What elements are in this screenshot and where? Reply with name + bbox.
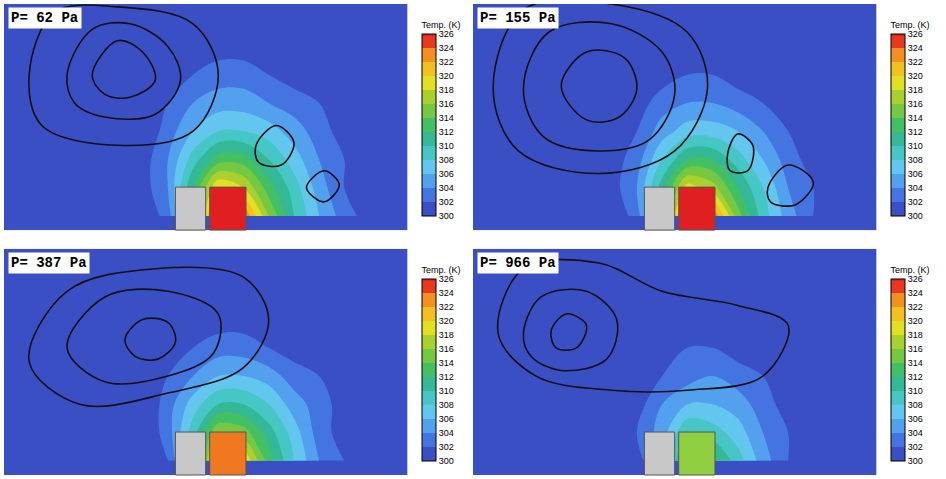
- svg-text:320: 320: [908, 316, 923, 326]
- svg-text:310: 310: [439, 141, 454, 151]
- svg-text:322: 322: [439, 302, 454, 312]
- svg-text:304: 304: [908, 183, 923, 193]
- svg-text:326: 326: [908, 29, 923, 39]
- svg-text:Temp. (K): Temp. (K): [422, 265, 461, 275]
- svg-text:P= 966 Pa: P= 966 Pa: [480, 255, 556, 271]
- svg-text:Temp. (K): Temp. (K): [891, 265, 930, 275]
- svg-text:318: 318: [439, 85, 454, 95]
- svg-text:320: 320: [439, 316, 454, 326]
- svg-text:300: 300: [908, 456, 923, 466]
- svg-text:318: 318: [908, 330, 923, 340]
- svg-text:310: 310: [439, 386, 454, 396]
- svg-text:304: 304: [439, 183, 454, 193]
- svg-text:324: 324: [908, 43, 923, 53]
- svg-text:316: 316: [439, 99, 454, 109]
- svg-text:322: 322: [908, 302, 923, 312]
- svg-text:318: 318: [439, 330, 454, 340]
- svg-text:P= 387 Pa: P= 387 Pa: [11, 255, 87, 271]
- svg-text:306: 306: [439, 169, 454, 179]
- svg-text:304: 304: [439, 428, 454, 438]
- svg-text:314: 314: [439, 358, 454, 368]
- svg-text:314: 314: [439, 113, 454, 123]
- svg-text:300: 300: [439, 456, 454, 466]
- svg-text:300: 300: [908, 211, 923, 221]
- svg-text:312: 312: [439, 127, 454, 137]
- svg-text:314: 314: [908, 113, 923, 123]
- svg-text:312: 312: [439, 372, 454, 382]
- svg-text:310: 310: [908, 386, 923, 396]
- svg-text:324: 324: [439, 288, 454, 298]
- svg-text:P= 155 Pa: P= 155 Pa: [480, 10, 556, 26]
- svg-text:318: 318: [908, 85, 923, 95]
- svg-text:326: 326: [439, 29, 454, 39]
- svg-text:Temp. (K): Temp. (K): [422, 20, 461, 30]
- svg-text:324: 324: [908, 288, 923, 298]
- svg-text:302: 302: [908, 197, 923, 207]
- svg-text:302: 302: [439, 442, 454, 452]
- svg-text:308: 308: [908, 155, 923, 165]
- svg-text:308: 308: [439, 400, 454, 410]
- svg-text:324: 324: [439, 43, 454, 53]
- svg-text:316: 316: [439, 344, 454, 354]
- svg-text:306: 306: [439, 414, 454, 424]
- svg-text:310: 310: [908, 141, 923, 151]
- svg-text:316: 316: [908, 344, 923, 354]
- svg-text:326: 326: [439, 274, 454, 284]
- svg-text:326: 326: [908, 274, 923, 284]
- svg-text:312: 312: [908, 372, 923, 382]
- svg-text:P= 62 Pa: P= 62 Pa: [11, 10, 79, 26]
- svg-text:322: 322: [439, 57, 454, 67]
- svg-text:304: 304: [908, 428, 923, 438]
- svg-text:308: 308: [908, 400, 923, 410]
- svg-text:312: 312: [908, 127, 923, 137]
- svg-text:302: 302: [908, 442, 923, 452]
- svg-text:320: 320: [439, 71, 454, 81]
- svg-text:320: 320: [908, 71, 923, 81]
- svg-text:322: 322: [908, 57, 923, 67]
- svg-text:302: 302: [439, 197, 454, 207]
- svg-text:316: 316: [908, 99, 923, 109]
- svg-text:300: 300: [439, 211, 454, 221]
- svg-text:308: 308: [439, 155, 454, 165]
- svg-text:306: 306: [908, 414, 923, 424]
- svg-text:Temp. (K): Temp. (K): [891, 20, 930, 30]
- svg-text:314: 314: [908, 358, 923, 368]
- svg-text:306: 306: [908, 169, 923, 179]
